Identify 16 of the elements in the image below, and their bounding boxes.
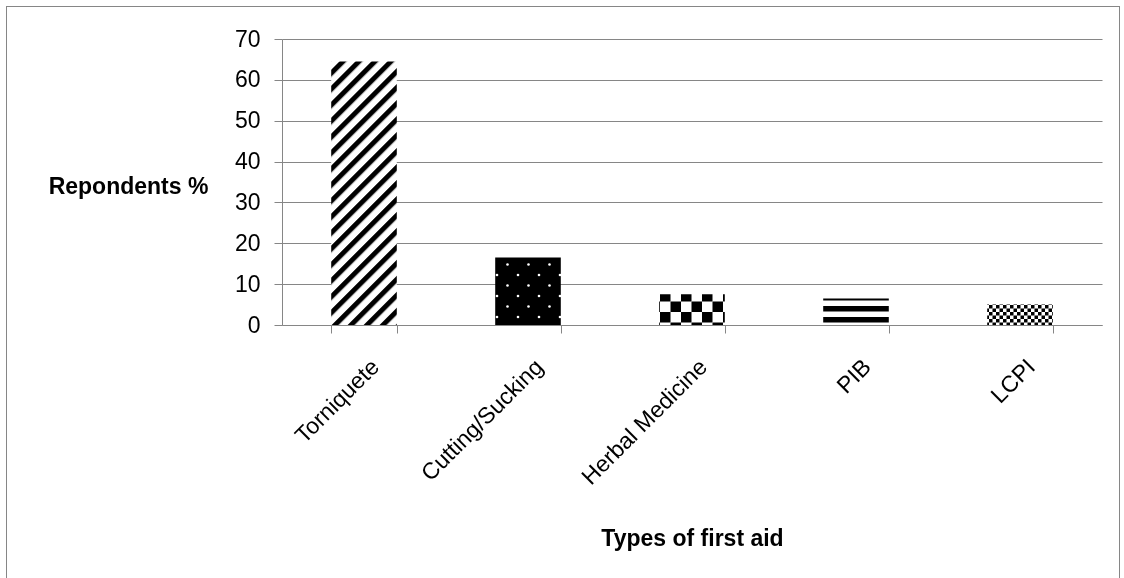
y-tick-label: 20	[234, 229, 261, 256]
y-tick-label: 70	[234, 25, 261, 52]
y-tick-label: 40	[234, 148, 261, 175]
y-axis-title: Repondents %	[48, 172, 209, 199]
bar	[987, 304, 1053, 325]
x-tick-label: PIB	[831, 353, 876, 399]
y-tick-label: 10	[234, 270, 261, 297]
y-tick-label: 30	[234, 188, 261, 215]
bar	[823, 298, 889, 325]
bar	[331, 61, 397, 325]
x-axis-title: Types of first aid	[601, 524, 784, 551]
y-tick-label: 50	[234, 107, 261, 134]
y-tick-label: 0	[247, 311, 261, 338]
bar	[659, 294, 725, 325]
y-tick-label: 60	[234, 66, 261, 93]
bar	[495, 257, 561, 325]
